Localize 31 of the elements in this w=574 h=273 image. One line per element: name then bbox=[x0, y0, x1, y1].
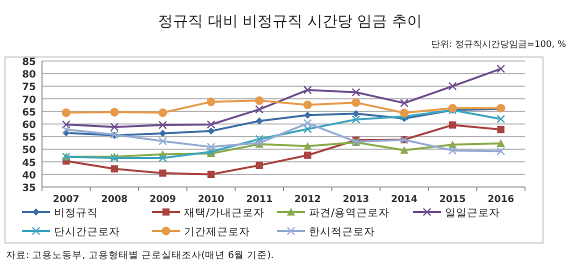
y-tick-label: 55 bbox=[22, 132, 36, 144]
x-tick-label: 2010 bbox=[198, 194, 225, 205]
x-tick-label: 2013 bbox=[342, 194, 370, 205]
legend-label: 파견/용역근로자 bbox=[309, 207, 390, 219]
y-tick-label: 35 bbox=[22, 183, 36, 194]
y-tick-label: 40 bbox=[22, 170, 36, 182]
text: 자료: 고용노동부, 고용형태별 근로실태조사(매년 6월 기준). bbox=[6, 250, 274, 261]
chart-subtitle: 단위: 정규직시간당임금=100, % bbox=[431, 40, 566, 50]
chart-title: 정규직 대비 비정규직 시간당 임금 추이 bbox=[158, 12, 422, 30]
y-tick-label: 80 bbox=[22, 70, 36, 81]
x-tick-label: 2016 bbox=[488, 194, 514, 205]
y-tick-label: 50 bbox=[22, 145, 36, 156]
legend-label: 일일근로자 bbox=[445, 207, 500, 219]
x-tick-label: 2008 bbox=[101, 194, 128, 205]
y-tick-label: 70 bbox=[22, 94, 36, 106]
legend-label: 기간제근로자 bbox=[184, 226, 250, 238]
y-tick-label: 45 bbox=[22, 158, 36, 169]
x-tick-label: 2009 bbox=[150, 194, 176, 205]
x-tick-label: 2014 bbox=[391, 194, 418, 205]
y-tick-label: 75 bbox=[22, 82, 36, 94]
x-tick-label: 2007 bbox=[52, 194, 80, 205]
legend-label: 한시적근로자 bbox=[309, 226, 375, 238]
y-tick-label: 85 bbox=[22, 57, 36, 68]
legend-label: 단시간근로자 bbox=[54, 226, 120, 238]
legend-label: 재택/가내근로자 bbox=[184, 207, 265, 219]
x-tick-label: 2011 bbox=[246, 194, 273, 205]
legend-label: 비정규직 bbox=[54, 207, 98, 219]
y-tick-label: 65 bbox=[22, 107, 36, 118]
x-tick-label: 2012 bbox=[294, 194, 321, 205]
x-tick-label: 2015 bbox=[439, 194, 466, 205]
y-tick-label: 60 bbox=[22, 120, 36, 131]
